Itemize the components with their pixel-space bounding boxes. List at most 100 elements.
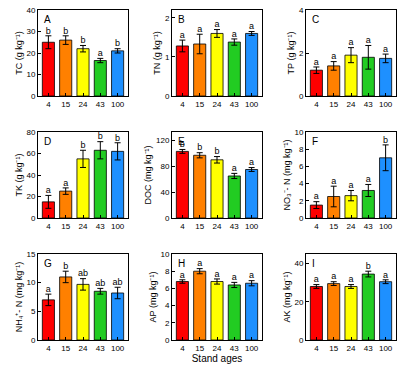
- svg-text:a: a: [46, 284, 51, 294]
- svg-text:100: 100: [245, 100, 259, 109]
- svg-text:a: a: [331, 271, 336, 281]
- svg-text:30: 30: [26, 27, 35, 36]
- svg-text:4: 4: [314, 222, 319, 231]
- svg-text:8: 8: [299, 145, 304, 154]
- svg-text:43: 43: [96, 222, 105, 231]
- svg-text:4: 4: [180, 100, 185, 109]
- svg-text:b: b: [115, 38, 120, 48]
- svg-text:a: a: [232, 272, 237, 282]
- svg-text:80: 80: [26, 128, 35, 137]
- svg-text:a: a: [180, 270, 185, 280]
- svg-text:0: 0: [31, 92, 36, 101]
- svg-text:4: 4: [46, 100, 51, 109]
- svg-text:24: 24: [79, 222, 88, 231]
- svg-text:4: 4: [46, 344, 51, 353]
- svg-text:15: 15: [26, 250, 35, 259]
- svg-text:43: 43: [364, 100, 373, 109]
- svg-text:100: 100: [379, 344, 393, 353]
- svg-text:TC (g kg⁻¹): TC (g kg⁻¹): [14, 31, 24, 75]
- svg-text:0: 0: [165, 214, 170, 223]
- svg-text:40: 40: [294, 259, 303, 268]
- svg-text:20: 20: [294, 298, 303, 307]
- svg-text:40: 40: [160, 188, 169, 197]
- svg-text:43: 43: [230, 344, 239, 353]
- svg-text:F: F: [312, 136, 318, 147]
- svg-text:10: 10: [26, 278, 35, 287]
- svg-text:ab: ab: [95, 278, 105, 288]
- svg-text:1: 1: [165, 53, 170, 62]
- svg-text:a: a: [249, 157, 254, 167]
- svg-text:a: a: [348, 37, 353, 47]
- svg-text:10: 10: [294, 128, 303, 137]
- svg-text:b: b: [63, 261, 68, 271]
- svg-text:43: 43: [364, 222, 373, 231]
- svg-text:a: a: [331, 51, 336, 61]
- svg-text:b: b: [383, 135, 388, 145]
- svg-text:a: a: [383, 44, 388, 54]
- svg-text:100: 100: [111, 222, 125, 231]
- svg-text:ab: ab: [78, 268, 88, 278]
- svg-text:a: a: [98, 48, 103, 58]
- svg-text:AP (mg kg⁻¹): AP (mg kg⁻¹): [148, 272, 158, 323]
- svg-text:15: 15: [195, 344, 204, 353]
- svg-text:a: a: [348, 180, 353, 190]
- svg-text:2: 2: [299, 49, 304, 58]
- svg-text:A: A: [44, 14, 51, 25]
- svg-text:a: a: [314, 274, 319, 284]
- svg-text:15: 15: [329, 222, 338, 231]
- svg-text:4: 4: [299, 6, 304, 15]
- svg-text:a: a: [232, 29, 237, 39]
- svg-text:20: 20: [26, 192, 35, 201]
- svg-text:24: 24: [213, 222, 222, 231]
- svg-text:0: 0: [299, 92, 304, 101]
- svg-text:15: 15: [329, 100, 338, 109]
- svg-text:b: b: [197, 142, 202, 152]
- svg-text:0: 0: [299, 336, 304, 345]
- svg-text:0: 0: [31, 336, 36, 345]
- svg-text:24: 24: [347, 222, 356, 231]
- svg-text:b: b: [214, 146, 219, 156]
- svg-text:43: 43: [364, 344, 373, 353]
- svg-text:24: 24: [213, 100, 222, 109]
- svg-text:10: 10: [26, 70, 35, 79]
- svg-text:43: 43: [96, 100, 105, 109]
- svg-text:a: a: [214, 269, 219, 279]
- svg-text:6: 6: [299, 162, 304, 171]
- svg-text:a: a: [249, 21, 254, 31]
- svg-text:15: 15: [61, 100, 70, 109]
- svg-text:100: 100: [379, 100, 393, 109]
- svg-text:a: a: [249, 270, 254, 280]
- svg-text:a: a: [63, 178, 68, 188]
- svg-text:a: a: [232, 163, 237, 173]
- svg-text:10: 10: [160, 250, 169, 259]
- svg-text:4: 4: [46, 222, 51, 231]
- svg-text:0: 0: [165, 92, 170, 101]
- svg-text:a: a: [46, 185, 51, 195]
- svg-text:0: 0: [31, 214, 36, 223]
- svg-text:a: a: [348, 274, 353, 284]
- svg-text:G: G: [44, 258, 52, 269]
- svg-text:a: a: [314, 57, 319, 67]
- svg-text:43: 43: [230, 222, 239, 231]
- svg-text:43: 43: [96, 344, 105, 353]
- svg-text:a: a: [180, 30, 185, 40]
- svg-text:24: 24: [213, 344, 222, 353]
- svg-text:4: 4: [180, 222, 185, 231]
- svg-text:b: b: [98, 131, 103, 141]
- svg-text:b: b: [46, 26, 51, 36]
- svg-text:4: 4: [314, 100, 319, 109]
- svg-text:20: 20: [26, 49, 35, 58]
- svg-text:15: 15: [329, 344, 338, 353]
- svg-text:NH₄⁺- N (mg kg⁻¹): NH₄⁺- N (mg kg⁻¹): [14, 262, 24, 333]
- svg-text:100: 100: [245, 344, 259, 353]
- svg-text:B: B: [178, 14, 185, 25]
- svg-text:24: 24: [347, 344, 356, 353]
- svg-text:43: 43: [230, 100, 239, 109]
- svg-text:80: 80: [160, 162, 169, 171]
- svg-text:E: E: [178, 136, 185, 147]
- svg-text:b: b: [180, 139, 185, 149]
- svg-text:0: 0: [165, 336, 170, 345]
- svg-text:ab: ab: [113, 277, 123, 287]
- svg-text:b: b: [80, 140, 85, 150]
- svg-text:4: 4: [180, 344, 185, 353]
